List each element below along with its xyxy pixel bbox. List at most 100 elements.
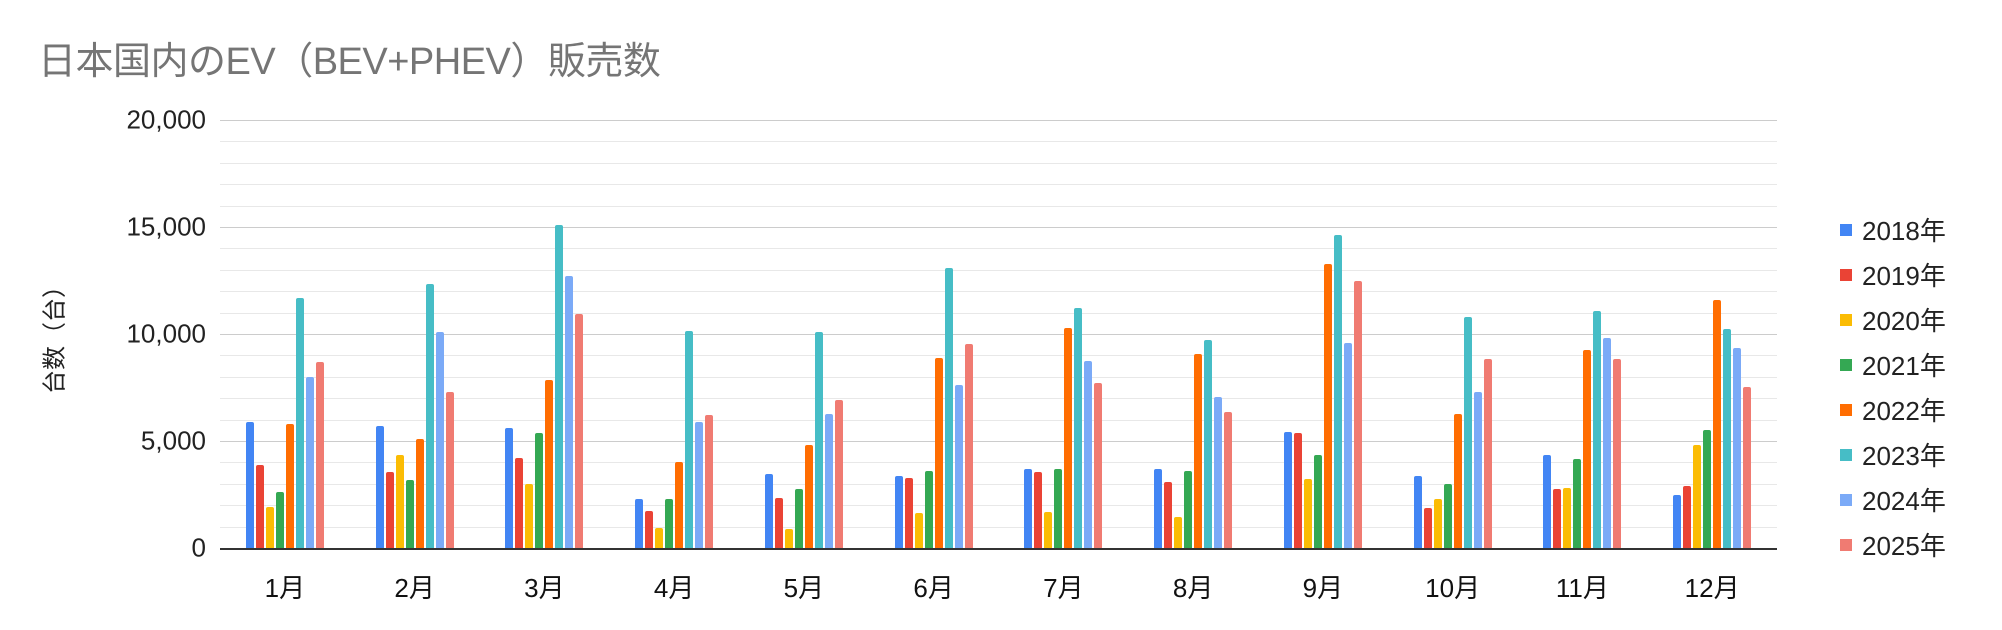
bar-2022年-8月[interactable] — [1194, 353, 1203, 548]
bar-2021年-5月[interactable] — [794, 489, 803, 548]
bar-2022年-10月[interactable] — [1453, 414, 1462, 548]
bar-2020年-9月[interactable] — [1303, 479, 1312, 548]
bar-2023年-7月[interactable] — [1074, 308, 1083, 548]
bar-2023年-12月[interactable] — [1723, 329, 1732, 548]
bar-2023年-6月[interactable] — [944, 268, 953, 548]
bar-2018年-12月[interactable] — [1673, 495, 1682, 548]
bar-2025年-11月[interactable] — [1613, 359, 1622, 548]
legend-item[interactable]: 2019年 — [1840, 252, 1946, 297]
bar-2020年-7月[interactable] — [1044, 512, 1053, 548]
bar-2024年-12月[interactable] — [1733, 348, 1742, 548]
legend-item[interactable]: 2025年 — [1840, 522, 1946, 567]
bar-2022年-1月[interactable] — [285, 424, 294, 548]
bar-2024年-11月[interactable] — [1603, 338, 1612, 548]
bar-2019年-3月[interactable] — [515, 457, 524, 548]
bar-2025年-2月[interactable] — [445, 391, 454, 548]
bar-2020年-1月[interactable] — [265, 506, 274, 548]
bar-2020年-3月[interactable] — [525, 483, 534, 548]
bar-2019年-4月[interactable] — [645, 511, 654, 548]
bar-2025年-10月[interactable] — [1483, 359, 1492, 548]
bar-2021年-9月[interactable] — [1313, 455, 1322, 548]
bar-2021年-1月[interactable] — [275, 492, 284, 548]
bar-2021年-2月[interactable] — [405, 480, 414, 548]
bar-2024年-6月[interactable] — [954, 385, 963, 548]
bar-2019年-9月[interactable] — [1293, 433, 1302, 548]
bar-2022年-6月[interactable] — [934, 358, 943, 548]
legend-item[interactable]: 2021年 — [1840, 342, 1946, 387]
bar-2020年-4月[interactable] — [655, 528, 664, 548]
bar-2018年-6月[interactable] — [894, 476, 903, 548]
legend-item[interactable]: 2022年 — [1840, 387, 1946, 432]
bar-2025年-4月[interactable] — [705, 415, 714, 548]
bar-2023年-4月[interactable] — [685, 331, 694, 548]
bar-2024年-7月[interactable] — [1084, 361, 1093, 548]
legend-item[interactable]: 2023年 — [1840, 432, 1946, 477]
bar-2023年-2月[interactable] — [425, 283, 434, 548]
bar-2025年-12月[interactable] — [1743, 387, 1752, 548]
bar-2021年-6月[interactable] — [924, 471, 933, 548]
bar-2019年-1月[interactable] — [255, 465, 264, 548]
bar-2022年-3月[interactable] — [545, 380, 554, 548]
bar-2025年-3月[interactable] — [575, 313, 584, 548]
bar-2018年-11月[interactable] — [1543, 455, 1552, 548]
bar-2022年-12月[interactable] — [1713, 300, 1722, 548]
bar-2024年-3月[interactable] — [565, 275, 574, 548]
bar-2020年-10月[interactable] — [1433, 499, 1442, 548]
bar-2019年-12月[interactable] — [1683, 486, 1692, 548]
bar-2023年-3月[interactable] — [555, 224, 564, 548]
bar-2019年-2月[interactable] — [385, 472, 394, 548]
legend-item[interactable]: 2018年 — [1840, 207, 1946, 252]
bar-2018年-9月[interactable] — [1283, 432, 1292, 548]
bar-2018年-2月[interactable] — [375, 425, 384, 548]
legend-item[interactable]: 2024年 — [1840, 477, 1946, 522]
bar-2019年-8月[interactable] — [1164, 482, 1173, 548]
bar-2020年-2月[interactable] — [395, 455, 404, 548]
bar-2018年-10月[interactable] — [1413, 476, 1422, 548]
bar-2021年-4月[interactable] — [665, 499, 674, 548]
bar-2019年-6月[interactable] — [904, 478, 913, 548]
bar-2021年-11月[interactable] — [1573, 459, 1582, 548]
bar-2020年-5月[interactable] — [784, 529, 793, 548]
bar-2018年-1月[interactable] — [245, 421, 254, 548]
bar-2019年-7月[interactable] — [1034, 472, 1043, 548]
bar-2025年-9月[interactable] — [1353, 280, 1362, 548]
bar-2025年-8月[interactable] — [1224, 412, 1233, 548]
bar-2022年-4月[interactable] — [675, 462, 684, 548]
bar-2021年-12月[interactable] — [1703, 430, 1712, 548]
bar-2022年-2月[interactable] — [415, 439, 424, 548]
bar-2020年-8月[interactable] — [1174, 517, 1183, 548]
bar-2023年-11月[interactable] — [1593, 311, 1602, 548]
bar-2022年-11月[interactable] — [1583, 350, 1592, 548]
bar-2021年-3月[interactable] — [535, 433, 544, 548]
bar-2018年-4月[interactable] — [635, 499, 644, 548]
bar-2020年-12月[interactable] — [1693, 445, 1702, 548]
bar-2023年-9月[interactable] — [1333, 235, 1342, 548]
bar-2024年-2月[interactable] — [435, 332, 444, 548]
bar-2022年-5月[interactable] — [804, 445, 813, 548]
bar-2020年-11月[interactable] — [1563, 488, 1572, 548]
bar-2024年-4月[interactable] — [695, 422, 704, 548]
bar-2023年-8月[interactable] — [1204, 340, 1213, 548]
bar-2021年-7月[interactable] — [1054, 469, 1063, 548]
bar-2021年-8月[interactable] — [1184, 471, 1193, 548]
bar-2023年-10月[interactable] — [1463, 317, 1472, 548]
bar-2018年-7月[interactable] — [1024, 469, 1033, 548]
bar-2020年-6月[interactable] — [914, 513, 923, 548]
bar-2022年-9月[interactable] — [1323, 264, 1332, 548]
bar-2024年-5月[interactable] — [824, 414, 833, 548]
bar-2025年-1月[interactable] — [315, 362, 324, 548]
bar-2023年-5月[interactable] — [814, 332, 823, 548]
bar-2022年-7月[interactable] — [1064, 328, 1073, 548]
bar-2024年-10月[interactable] — [1473, 392, 1482, 548]
legend-item[interactable]: 2020年 — [1840, 297, 1946, 342]
bar-2018年-8月[interactable] — [1154, 469, 1163, 548]
bar-2025年-7月[interactable] — [1094, 383, 1103, 548]
bar-2021年-10月[interactable] — [1443, 484, 1452, 548]
bar-2019年-5月[interactable] — [774, 498, 783, 548]
bar-2019年-10月[interactable] — [1423, 508, 1432, 548]
bar-2025年-5月[interactable] — [834, 400, 843, 548]
bar-2024年-8月[interactable] — [1214, 397, 1223, 548]
bar-2018年-5月[interactable] — [764, 474, 773, 548]
bar-2018年-3月[interactable] — [505, 427, 514, 548]
bar-2019年-11月[interactable] — [1553, 489, 1562, 548]
